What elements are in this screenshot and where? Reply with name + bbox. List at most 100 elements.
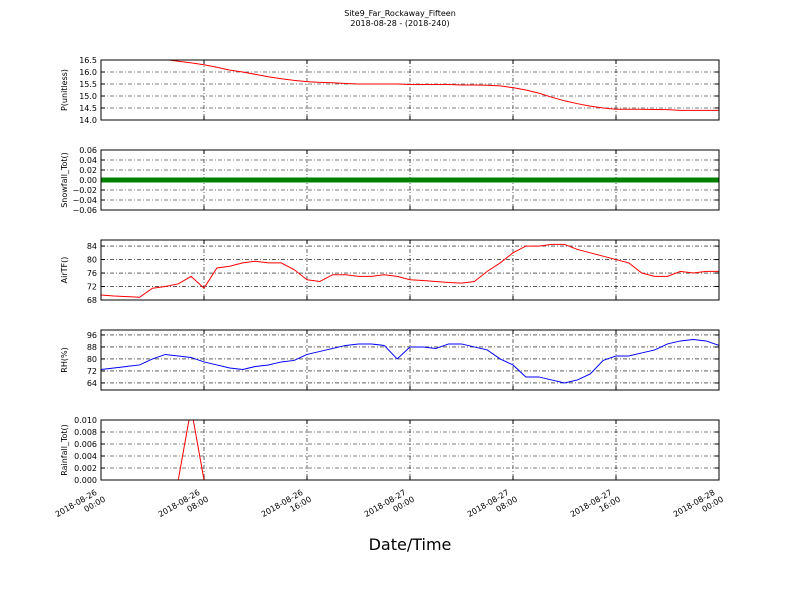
data-point bbox=[188, 177, 194, 183]
y-tick-label: 0.00 bbox=[79, 176, 97, 185]
data-point bbox=[343, 177, 349, 183]
data-point bbox=[304, 177, 310, 183]
y-tick-label: 0.04 bbox=[79, 156, 97, 165]
data-point bbox=[703, 177, 709, 183]
data-point bbox=[150, 177, 155, 183]
data-point bbox=[665, 177, 670, 183]
y-tick-label: 15.5 bbox=[79, 80, 97, 89]
y-tick-label: 0.006 bbox=[74, 440, 97, 449]
data-point bbox=[420, 177, 426, 183]
data-point bbox=[124, 177, 130, 183]
y-tick-label: 15.0 bbox=[79, 92, 97, 101]
data-point bbox=[459, 177, 464, 183]
x-tick-label: 2018-08-2700:00 bbox=[363, 486, 416, 528]
axes-frame bbox=[100, 149, 720, 211]
y-tick-label: 0.06 bbox=[79, 146, 97, 155]
data-point bbox=[368, 177, 374, 183]
data-point bbox=[510, 177, 516, 183]
y-tick-label: 0.010 bbox=[74, 416, 97, 425]
y-tick-label: 84 bbox=[87, 242, 97, 251]
data-point bbox=[162, 177, 168, 183]
y-tick-label: −0.06 bbox=[72, 206, 97, 215]
y-tick-label: 16.5 bbox=[79, 56, 97, 65]
data-point bbox=[677, 177, 683, 183]
data-point bbox=[600, 177, 606, 183]
y-tick-label: 80 bbox=[87, 355, 97, 364]
data-point bbox=[407, 177, 413, 183]
data-line bbox=[101, 243, 719, 298]
x-axis-title: Date/Time bbox=[369, 535, 452, 554]
data-point bbox=[549, 177, 555, 183]
y-tick-label: 80 bbox=[87, 256, 97, 265]
data-point bbox=[639, 177, 645, 183]
data-point bbox=[433, 177, 439, 183]
data-point bbox=[278, 177, 284, 183]
axes-frame bbox=[100, 59, 720, 121]
data-point bbox=[471, 177, 477, 183]
data-point bbox=[227, 177, 233, 183]
y-tick-label: 0.004 bbox=[74, 452, 97, 461]
plot-area bbox=[101, 243, 719, 298]
x-tick-label: 2018-08-2708:00 bbox=[466, 486, 519, 528]
data-point bbox=[356, 177, 361, 183]
y-axis-title: AirTF() bbox=[60, 257, 69, 284]
data-point bbox=[446, 177, 452, 183]
data-point bbox=[214, 177, 220, 183]
data-point bbox=[536, 177, 542, 183]
y-tick-label: 0.000 bbox=[74, 476, 97, 485]
x-tick-label: 2018-08-2800:00 bbox=[672, 486, 725, 528]
chart-title: Site9_Far_Rockaway_Fifteen bbox=[344, 9, 456, 18]
x-tick-label: 2018-08-2600:00 bbox=[54, 486, 107, 528]
axes-frame bbox=[100, 329, 720, 391]
y-tick-label: 68 bbox=[87, 296, 97, 305]
data-point bbox=[291, 177, 297, 183]
data-point bbox=[201, 177, 207, 183]
y-tick-label: 0.008 bbox=[74, 428, 97, 437]
data-point bbox=[101, 177, 104, 183]
axes-frame bbox=[100, 239, 720, 301]
x-tick-label: 2018-08-2608:00 bbox=[157, 486, 210, 528]
data-point bbox=[690, 177, 696, 183]
data-point bbox=[574, 177, 580, 183]
plot-area bbox=[165, 60, 719, 111]
data-point bbox=[484, 177, 490, 183]
y-tick-label: −0.02 bbox=[72, 186, 97, 195]
y-tick-label: −0.04 bbox=[72, 196, 97, 205]
y-tick-label: 0.002 bbox=[74, 464, 97, 473]
data-point bbox=[652, 177, 658, 183]
data-point bbox=[240, 177, 246, 183]
y-tick-label: 14.0 bbox=[79, 116, 97, 125]
y-tick-label: 72 bbox=[87, 367, 97, 376]
y-axis-title: RH(%) bbox=[60, 347, 69, 372]
y-axis-title: P(unitless) bbox=[60, 69, 69, 111]
data-point bbox=[317, 177, 323, 183]
axes-frame bbox=[100, 419, 720, 481]
data-line bbox=[101, 338, 719, 384]
data-point bbox=[137, 177, 143, 183]
data-line bbox=[165, 60, 719, 111]
chart-subtitle: 2018-08-28 - (2018-240) bbox=[350, 19, 449, 28]
data-point bbox=[587, 177, 593, 183]
data-point bbox=[111, 177, 117, 183]
plot-area bbox=[101, 338, 719, 384]
data-point bbox=[562, 177, 567, 183]
y-tick-label: 16.0 bbox=[79, 68, 97, 77]
y-tick-label: 76 bbox=[87, 269, 97, 278]
y-tick-label: 72 bbox=[87, 283, 97, 292]
data-point bbox=[330, 177, 336, 183]
data-point bbox=[523, 177, 529, 183]
x-tick-label: 2018-08-2616:00 bbox=[260, 486, 313, 528]
data-point bbox=[175, 177, 181, 183]
y-tick-label: 14.5 bbox=[79, 104, 97, 113]
x-tick-label: 2018-08-2716:00 bbox=[569, 486, 622, 528]
y-tick-label: 0.02 bbox=[79, 166, 97, 175]
data-point bbox=[613, 177, 619, 183]
data-point bbox=[626, 177, 632, 183]
data-point bbox=[265, 177, 271, 183]
y-tick-label: 64 bbox=[87, 379, 97, 388]
y-tick-label: 88 bbox=[87, 343, 97, 352]
data-point bbox=[497, 177, 503, 183]
y-axis-title: Snowfall_Tot() bbox=[60, 152, 69, 208]
data-point bbox=[381, 177, 387, 183]
